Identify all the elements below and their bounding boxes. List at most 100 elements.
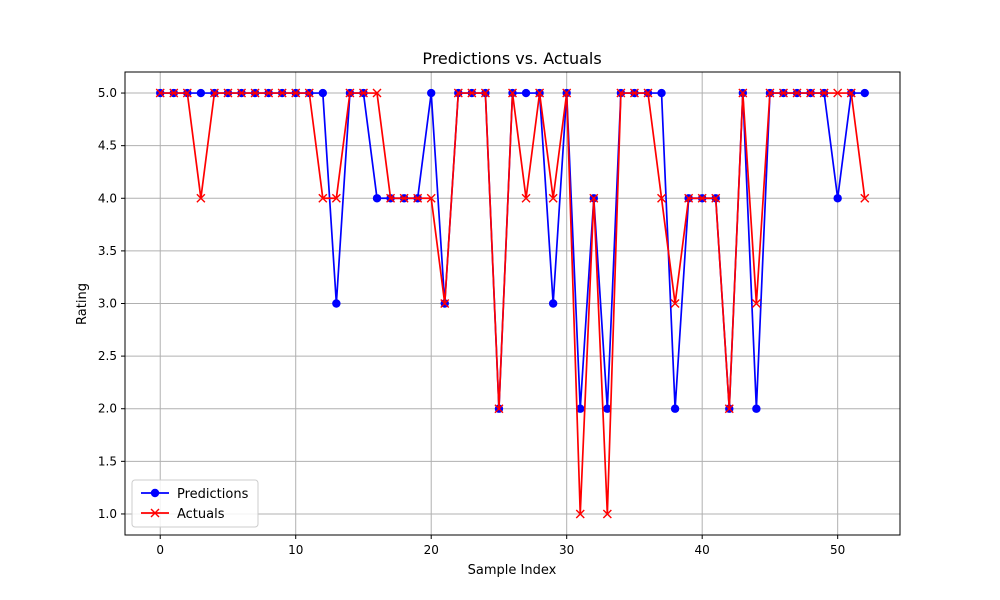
- actuals-point: [508, 88, 517, 98]
- actuals-point: [562, 88, 572, 98]
- actuals-marker-stroke: [751, 299, 761, 308]
- actuals-marker-stroke: [765, 88, 775, 98]
- predictions-point: [521, 88, 531, 98]
- actuals-marker-stroke: [657, 193, 667, 203]
- actuals-marker-stroke: [209, 88, 219, 98]
- actuals-point: [643, 88, 653, 98]
- actuals-marker-stroke: [304, 88, 314, 98]
- actuals-marker-stroke: [372, 88, 382, 98]
- actuals-marker-stroke: [264, 88, 274, 98]
- axes: 0 10 20 30 40 50 1.0 1.5 2.0 2.5 3.0 3.5 4.0 4.5 5.0: [98, 86, 845, 557]
- actuals-point: [684, 193, 694, 203]
- actuals-point: [399, 193, 409, 203]
- predictions-point: [833, 194, 842, 203]
- actuals-marker-stroke: [846, 88, 856, 98]
- actuals-point: [575, 509, 585, 519]
- actuals-point: [277, 88, 287, 98]
- y-tick-label: 4.0: [98, 191, 117, 205]
- actuals-marker-stroke: [155, 88, 165, 98]
- actuals-marker-stroke: [535, 88, 545, 98]
- actuals-point: [548, 193, 558, 203]
- predictions-legend-marker: [150, 488, 160, 498]
- actuals-marker-stroke: [331, 193, 341, 203]
- y-tick-label: 2.5: [98, 349, 117, 363]
- y-tick-label: 2.0: [98, 402, 117, 416]
- predictions-point: [372, 194, 382, 203]
- actuals-marker-stroke: [413, 193, 423, 203]
- actuals-point: [670, 299, 680, 308]
- actuals-marker-stroke: [806, 88, 816, 98]
- actuals-marker-stroke: [860, 193, 870, 203]
- actuals-marker-stroke: [562, 88, 572, 98]
- actuals-point: [629, 88, 639, 98]
- actuals-marker-stroke: [237, 88, 247, 98]
- actuals-marker-stroke: [508, 88, 517, 98]
- actuals-marker-stroke: [778, 88, 788, 98]
- actuals-point: [196, 193, 206, 203]
- actuals-point: [467, 88, 477, 98]
- actuals-point: [318, 193, 328, 203]
- actuals-point: [155, 88, 165, 98]
- actuals-marker-stroke: [616, 88, 626, 98]
- actuals-marker-stroke: [697, 193, 707, 203]
- actuals-point: [264, 88, 274, 98]
- x-axis-label: Sample Index: [468, 563, 557, 578]
- actuals-point: [453, 88, 463, 98]
- actuals-point: [345, 88, 355, 98]
- actuals-marker-stroke: [711, 193, 721, 203]
- actuals-point: [413, 193, 423, 203]
- actuals-legend-marker: [150, 508, 160, 518]
- actuals-point: [616, 88, 626, 98]
- actuals-point: [589, 193, 599, 203]
- actuals-marker-stroke: [182, 88, 192, 98]
- actuals-marker-stroke: [345, 88, 355, 98]
- actuals-marker-stroke: [670, 299, 680, 308]
- actuals-point: [602, 509, 612, 519]
- actuals-marker-stroke: [358, 88, 368, 98]
- actuals-marker-stroke: [169, 88, 179, 98]
- predictions-point: [860, 88, 869, 98]
- y-tick-label: 1.0: [98, 507, 117, 521]
- predictions-point: [657, 88, 666, 98]
- actuals-legend-label: Actuals: [177, 507, 225, 522]
- actuals-point: [751, 299, 761, 308]
- actuals-marker-stroke: [318, 193, 328, 203]
- actuals-marker-stroke: [494, 404, 504, 414]
- y-tick-label: 3.0: [98, 297, 117, 311]
- actuals-marker-stroke: [440, 299, 450, 308]
- actuals-point: [765, 88, 775, 98]
- actuals-point: [724, 404, 734, 414]
- actuals-point: [182, 88, 192, 98]
- predictions-point: [318, 88, 328, 98]
- actuals-marker-stroke: [684, 193, 694, 203]
- actuals-marker-stroke: [833, 88, 843, 98]
- actuals-marker-stroke: [277, 88, 287, 98]
- actuals-marker-stroke: [589, 193, 599, 203]
- actuals-point: [291, 88, 301, 98]
- actuals-point: [426, 193, 436, 203]
- predictions-point: [603, 404, 612, 413]
- x-tick-label: 40: [695, 543, 710, 557]
- y-tick-label: 3.5: [98, 244, 117, 258]
- predictions-point: [196, 88, 206, 98]
- actuals-point: [372, 88, 382, 98]
- x-tick-label: 30: [559, 543, 574, 557]
- predictions-point: [548, 299, 558, 308]
- actuals-marker-stroke: [196, 193, 206, 203]
- actuals-point: [792, 88, 802, 98]
- actuals-marker-stroke: [426, 193, 436, 203]
- actuals-point: [386, 193, 396, 203]
- y-axis-label: Rating: [75, 283, 90, 325]
- actuals-marker-stroke: [453, 88, 463, 98]
- actuals-marker-stroke: [819, 88, 829, 98]
- actuals-marker-stroke: [223, 88, 233, 98]
- actuals-point: [819, 88, 829, 98]
- actuals-marker-stroke: [250, 88, 260, 98]
- series-layer: [155, 88, 870, 519]
- actuals-marker-stroke: [467, 88, 477, 98]
- predictions-point: [576, 404, 585, 413]
- predictions-legend-label: Predictions: [177, 487, 249, 502]
- actuals-marker-stroke: [792, 88, 802, 98]
